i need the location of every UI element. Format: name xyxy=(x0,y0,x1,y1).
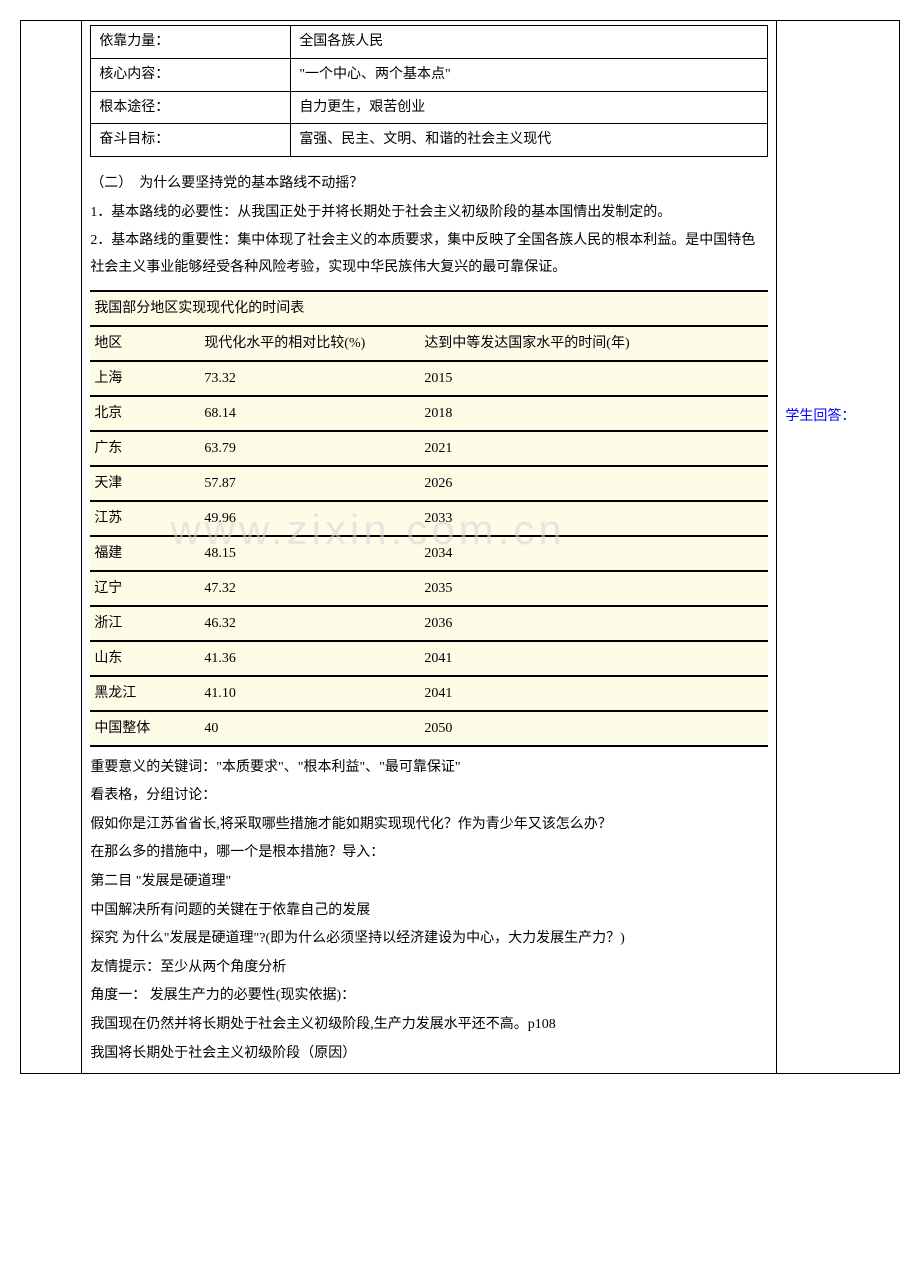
key-value-table: 依靠力量：全国各族人民核心内容："一个中心、两个基本点"根本途径：自力更生，艰苦… xyxy=(90,25,768,157)
table-row: 山东41.362041 xyxy=(90,641,768,676)
after-p11: 我国将长期处于社会主义初级阶段（原因） xyxy=(90,1041,768,1068)
right-margin-cell: 学生回答： xyxy=(777,21,900,1074)
region-cell-year: 2050 xyxy=(420,711,768,746)
after-p2: 看表格，分组讨论： xyxy=(90,783,768,810)
region-cell-year: 2041 xyxy=(420,641,768,676)
region-cell-region: 天津 xyxy=(90,466,200,501)
region-cell-region: 北京 xyxy=(90,396,200,431)
region-table-title: 我国部分地区实现现代化的时间表 xyxy=(90,291,768,326)
after-p4: 在那么多的措施中，哪一个是根本措施？导入： xyxy=(90,840,768,867)
region-cell-pct: 63.79 xyxy=(200,431,420,466)
table-row: 浙江46.322036 xyxy=(90,606,768,641)
after-p1: 重要意义的关键词："本质要求"、"根本利益"、"最可靠保证" xyxy=(90,755,768,782)
section-heading: （二） 为什么要坚持党的基本路线不动摇？ xyxy=(90,171,768,198)
region-cell-region: 中国整体 xyxy=(90,711,200,746)
after-p6: 中国解决所有问题的关键在于依靠自己的发展 xyxy=(90,898,768,925)
region-cell-pct: 48.15 xyxy=(200,536,420,571)
table-row: 天津57.872026 xyxy=(90,466,768,501)
kv-label: 奋斗目标： xyxy=(91,124,291,157)
para-importance: 2．基本路线的重要性：集中体现了社会主义的本质要求，集中反映了全国各族人民的根本… xyxy=(90,228,768,281)
kv-label: 根本途径： xyxy=(91,91,291,124)
table-row: 辽宁47.322035 xyxy=(90,571,768,606)
main-content-cell: 依靠力量：全国各族人民核心内容："一个中心、两个基本点"根本途径：自力更生，艰苦… xyxy=(82,21,777,1074)
region-cell-year: 2033 xyxy=(420,501,768,536)
after-p8: 友情提示：至少从两个角度分析 xyxy=(90,955,768,982)
region-cell-region: 上海 xyxy=(90,361,200,396)
region-cell-pct: 73.32 xyxy=(200,361,420,396)
student-answer-note: 学生回答： xyxy=(785,405,891,425)
region-header-col3: 达到中等发达国家水平的时间(年) xyxy=(420,326,768,361)
region-cell-region: 广东 xyxy=(90,431,200,466)
region-cell-pct: 47.32 xyxy=(200,571,420,606)
page-layout-table: 依靠力量：全国各族人民核心内容："一个中心、两个基本点"根本途径：自力更生，艰苦… xyxy=(20,20,900,1074)
after-p9: 角度一： 发展生产力的必要性(现实依据)： xyxy=(90,983,768,1010)
table-row: 江苏www.zixin.com.cn49.962033 xyxy=(90,501,768,536)
region-cell-pct: 41.36 xyxy=(200,641,420,676)
kv-value: 富强、民主、文明、和谐的社会主义现代 xyxy=(291,124,768,157)
table-row: 上海73.322015 xyxy=(90,361,768,396)
after-p3: 假如你是江苏省省长,将采取哪些措施才能如期实现现代化？作为青少年又该怎么办？ xyxy=(90,812,768,839)
kv-label: 核心内容： xyxy=(91,58,291,91)
region-cell-year: 2015 xyxy=(420,361,768,396)
kv-value: "一个中心、两个基本点" xyxy=(291,58,768,91)
region-cell-pct: 41.10 xyxy=(200,676,420,711)
kv-value: 全国各族人民 xyxy=(291,26,768,59)
region-cell-year: 2021 xyxy=(420,431,768,466)
left-margin-cell xyxy=(21,21,82,1074)
region-cell-region: 浙江 xyxy=(90,606,200,641)
region-cell-region: 福建 xyxy=(90,536,200,571)
after-p7: 探究 为什么"发展是硬道理"?(即为什么必须坚持以经济建设为中心，大力发展生产力… xyxy=(90,926,768,953)
table-row: 黑龙江41.102041 xyxy=(90,676,768,711)
region-header-col2: 现代化水平的相对比较(%) xyxy=(200,326,420,361)
region-cell-year: 2035 xyxy=(420,571,768,606)
region-cell-region: 黑龙江 xyxy=(90,676,200,711)
region-cell-region: 辽宁 xyxy=(90,571,200,606)
region-cell-region: 江苏www.zixin.com.cn xyxy=(90,501,200,536)
region-cell-year: 2041 xyxy=(420,676,768,711)
after-p10: 我国现在仍然并将长期处于社会主义初级阶段,生产力发展水平还不高。p108 xyxy=(90,1012,768,1039)
kv-label: 依靠力量： xyxy=(91,26,291,59)
modernization-table: 我国部分地区实现现代化的时间表 地区 现代化水平的相对比较(%) 达到中等发达国… xyxy=(90,290,768,747)
table-row: 中国整体402050 xyxy=(90,711,768,746)
region-cell-pct: 57.87 xyxy=(200,466,420,501)
para-necessity: 1．基本路线的必要性：从我国正处于并将长期处于社会主义初级阶段的基本国情出发制定… xyxy=(90,200,768,227)
region-cell-year: 2034 xyxy=(420,536,768,571)
region-cell-year: 2036 xyxy=(420,606,768,641)
region-cell-pct: 46.32 xyxy=(200,606,420,641)
table-row: 北京68.142018 xyxy=(90,396,768,431)
table-row: 广东63.792021 xyxy=(90,431,768,466)
region-cell-year: 2018 xyxy=(420,396,768,431)
kv-value: 自力更生，艰苦创业 xyxy=(291,91,768,124)
region-cell-year: 2026 xyxy=(420,466,768,501)
table-row: 福建48.152034 xyxy=(90,536,768,571)
region-cell-region: 山东 xyxy=(90,641,200,676)
region-cell-pct: 40 xyxy=(200,711,420,746)
region-header-col1: 地区 xyxy=(90,326,200,361)
region-cell-pct: 68.14 xyxy=(200,396,420,431)
after-p5: 第二目 "发展是硬道理" xyxy=(90,869,768,896)
region-cell-pct: 49.96 xyxy=(200,501,420,536)
